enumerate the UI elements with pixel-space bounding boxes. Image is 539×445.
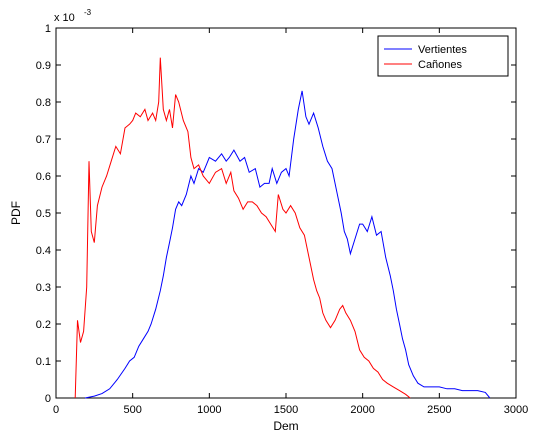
series-layer <box>74 57 491 399</box>
x-tick-label: 2500 <box>427 404 451 416</box>
x-axis-label: Dem <box>273 419 298 433</box>
y-tick-label: 0 <box>45 393 51 405</box>
legend-box <box>377 35 509 77</box>
y-axis-ticks: 0 0.1 0.2 0.3 0.4 0.5 0.6 0.7 0.8 0.9 1 <box>36 23 516 405</box>
y-tick-label: 0.2 <box>36 319 51 331</box>
y-axis-exponent-base: x 10 <box>54 12 75 24</box>
series-line-ca-ones <box>74 57 411 399</box>
y-tick-label: 0.3 <box>36 282 51 294</box>
y-tick-label: 0.1 <box>36 356 51 368</box>
x-tick-label: 0 <box>53 404 59 416</box>
legend-label-ca-ones: Cañones <box>418 59 463 71</box>
x-axis-ticks: 0 500 1000 1500 2000 2500 3000 <box>53 28 528 416</box>
legend: Vertientes Cañones <box>377 35 509 77</box>
y-axis-label: PDF <box>9 201 23 225</box>
y-tick-label: 0.7 <box>36 134 51 146</box>
x-tick-label: 1500 <box>274 404 298 416</box>
y-axis-exponent-power: -3 <box>84 8 92 17</box>
y-tick-label: 0.4 <box>36 245 51 257</box>
legend-label-vertientes: Vertientes <box>418 44 467 56</box>
x-tick-label: 500 <box>123 404 141 416</box>
y-tick-label: 0.5 <box>36 208 51 220</box>
x-tick-label: 1000 <box>197 404 221 416</box>
y-tick-label: 0.6 <box>36 171 51 183</box>
y-tick-label: 0.9 <box>36 60 51 72</box>
y-tick-label: 0.8 <box>36 97 51 109</box>
series-line-vertientes <box>84 90 491 399</box>
x-tick-label: 2000 <box>350 404 374 416</box>
x-tick-label: 3000 <box>504 404 528 416</box>
y-tick-label: 1 <box>45 23 51 35</box>
